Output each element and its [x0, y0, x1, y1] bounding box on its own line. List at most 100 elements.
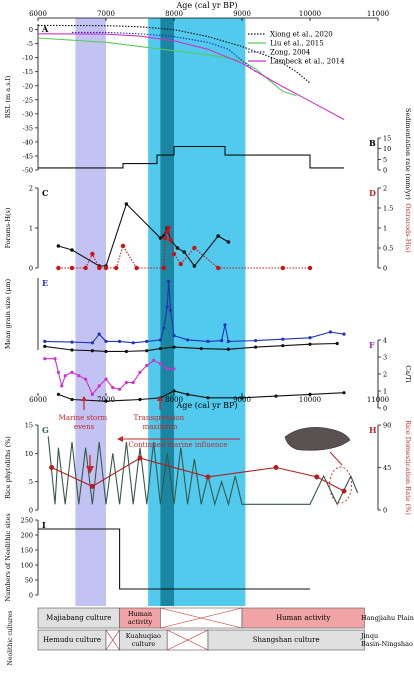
ytick-label-A-2: -10	[23, 54, 33, 62]
point-D-0-12	[166, 225, 171, 231]
legend-label-3: Lambeck et al., 2014	[270, 58, 345, 66]
top-tick-label-2: 8000	[165, 10, 183, 18]
ytick-label-H-0: 0	[383, 507, 387, 515]
point-D-0-11	[165, 229, 170, 235]
culture-label-0-3: Human activity	[276, 614, 330, 622]
point-E-1-0	[43, 344, 47, 348]
point-C-0-5	[158, 236, 163, 240]
point-E-0-20	[281, 337, 285, 341]
ytick-label-F-4: 4	[383, 337, 387, 345]
panel-letter-E: E	[42, 278, 48, 288]
point-F-0-15	[138, 370, 142, 374]
point-D-0-10	[162, 235, 168, 241]
culture-label-1-2-b: culture	[132, 640, 156, 648]
culture-label-1-4: Shangshan culture	[253, 636, 320, 644]
series-A-1	[37, 37, 297, 97]
point-D-0-17	[216, 265, 221, 271]
bottom-axis-title: Age (cal yr BP)	[176, 401, 238, 410]
point-E-1-1	[70, 348, 74, 352]
point-E-1-7	[172, 345, 176, 349]
ytick-label-F-3: 3	[383, 354, 387, 362]
series-G-0	[47, 436, 359, 507]
ytick-label-H-1: 45	[383, 464, 391, 472]
point-E-0-18	[226, 339, 230, 343]
ytick-label-I-4: 200	[21, 532, 33, 540]
ytick-label-A-7: -35	[23, 124, 33, 132]
ylabel-E: Mean grain size (μm)	[4, 278, 12, 349]
ylabel-D: Ostracods-H(s)	[404, 203, 412, 253]
point-H-0-5	[314, 474, 320, 480]
point-F-0-16	[145, 363, 149, 368]
ytick-label-C-0: 0	[29, 265, 33, 273]
ytick-label-A-8: -40	[23, 138, 33, 146]
bottom-tick-label-5: 11000	[367, 396, 389, 404]
point-F-0-12	[118, 387, 122, 391]
point-D-0-4	[97, 265, 102, 271]
point-C-0-9	[175, 246, 180, 250]
ytick-label-A-6: -30	[23, 110, 33, 118]
culture-label-0-0: Majiabang culture	[46, 614, 111, 622]
point-E-0-3	[97, 332, 101, 336]
region-label-1-a: Jinqu	[360, 632, 378, 640]
point-E-0-8	[158, 338, 162, 342]
series-A-3	[37, 33, 345, 120]
point-F-0-19	[165, 367, 169, 371]
point-F-0-9	[97, 384, 101, 388]
point-E-1-13	[335, 341, 339, 346]
region-label-0: Hangjiahu Plain	[361, 614, 414, 622]
panel-H: 0 45 90 H Rice Domestication Rate (%)	[49, 420, 412, 515]
culture-label-0-1-b: activity	[128, 618, 153, 626]
point-E-1-6	[158, 346, 162, 351]
point-E-0-7	[145, 339, 149, 343]
point-H-0-0	[49, 465, 55, 470]
top-tick-label-1: 7000	[97, 10, 115, 18]
panel-letter-H: H	[369, 425, 377, 435]
series-A-2	[72, 31, 256, 73]
point-F-0-10	[104, 377, 108, 381]
point-E-0-17	[223, 323, 227, 327]
point-E-0-0	[43, 339, 47, 343]
point-F-1-11	[342, 391, 346, 395]
series-B-0	[38, 145, 344, 169]
bottom-tick-label-3: 9000	[233, 396, 251, 404]
point-F-0-20	[172, 367, 176, 371]
annotation-arrows	[81, 396, 343, 474]
ytick-label-G-3: 15	[25, 422, 33, 430]
point-F-0-14	[131, 380, 135, 385]
point-D-0-18	[280, 265, 285, 271]
shaded-band-0	[75, 18, 106, 606]
culture-axis-label: Neolithic cultures	[7, 611, 14, 666]
point-F-1-1	[70, 397, 74, 402]
bottom-tick-label-0: 6000	[29, 396, 47, 404]
point-D-0-19	[307, 265, 313, 271]
point-C-0-1	[70, 248, 74, 252]
point-F-1-2	[104, 399, 108, 403]
series-D-0	[58, 227, 310, 269]
point-D-0-9	[161, 265, 166, 271]
ytick-label-F-1: 1	[383, 388, 387, 396]
culture-label-1-0: Hemudu culture	[43, 636, 101, 644]
series-A-0	[37, 24, 311, 84]
point-H-0-2	[137, 455, 143, 461]
panel-letter-D: D	[369, 188, 376, 198]
point-C-0-12	[216, 234, 220, 238]
point-E-0-9	[162, 326, 166, 330]
point-D-0-1	[69, 265, 75, 271]
ytick-label-I-1: 50	[25, 577, 33, 585]
panel-letter-C: C	[42, 188, 48, 198]
ytick-label-B-3: 15	[383, 135, 391, 143]
point-F-1-9	[274, 394, 278, 398]
top-tick-label-5: 11000	[367, 10, 389, 18]
series-E-0	[44, 281, 345, 344]
transgression-text: Transgression maximum	[134, 414, 187, 431]
point-E-0-1	[70, 340, 74, 344]
point-F-0-0	[43, 357, 47, 361]
point-C-0-13	[226, 240, 231, 244]
ytick-label-A-4: -20	[23, 82, 33, 90]
top-tick-label-4: 10000	[299, 10, 321, 18]
shaded-band-2	[160, 18, 174, 606]
point-E-0-13	[172, 334, 176, 338]
culture-cross-0-2	[160, 607, 243, 629]
